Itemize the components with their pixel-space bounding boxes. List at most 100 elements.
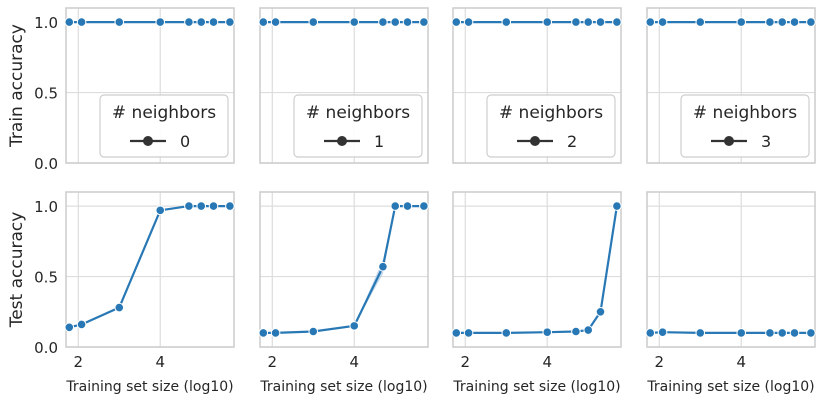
data-point xyxy=(583,17,594,27)
data-point xyxy=(208,201,219,211)
legend-title: # neighbors xyxy=(306,103,410,123)
series-line xyxy=(69,204,230,329)
data-point xyxy=(225,201,235,211)
panel-1-0: 0.0 0.5 1.0 2 4 Training set size (log10) xyxy=(34,191,235,395)
data-point xyxy=(349,321,360,331)
x-tick-label: 4 xyxy=(155,353,165,371)
data-point xyxy=(542,17,553,27)
data-point xyxy=(114,302,125,313)
data-point xyxy=(270,328,281,338)
data-point xyxy=(736,17,747,27)
confidence-band xyxy=(354,206,396,326)
data-point xyxy=(571,17,581,27)
y-tick-label: 0.5 xyxy=(34,85,58,103)
x-tick-label: 2 xyxy=(461,353,471,371)
panel-frame xyxy=(259,191,429,348)
panel-0-0: 0.0 0.5 1.0 # neighbors 0 xyxy=(34,7,235,173)
data-point xyxy=(258,328,269,338)
data-point xyxy=(76,17,87,27)
legend-title: # neighbors xyxy=(693,103,797,123)
panel-frame xyxy=(259,7,429,164)
legend-marker xyxy=(724,136,734,146)
x-tick-label: 2 xyxy=(655,353,665,371)
y-tick-label: 0.0 xyxy=(34,155,58,173)
y-tick-label: 0.0 xyxy=(34,339,58,357)
data-point xyxy=(595,306,606,317)
x-tick-label: 4 xyxy=(542,353,552,371)
data-point xyxy=(657,327,668,338)
data-point xyxy=(789,328,800,338)
data-point xyxy=(419,17,429,27)
x-axis-label: Training set size (log10) xyxy=(646,379,814,395)
legend-marker xyxy=(143,136,153,146)
data-point xyxy=(64,17,75,27)
data-point xyxy=(451,328,462,338)
data-point xyxy=(645,17,656,27)
data-point xyxy=(114,17,125,27)
panel-frame xyxy=(452,7,622,164)
x-tick-label: 4 xyxy=(349,353,359,371)
data-point xyxy=(308,17,319,27)
panel-frame xyxy=(452,191,622,348)
x-tick-label: 2 xyxy=(74,353,84,371)
data-point xyxy=(806,17,816,27)
legend-label: 3 xyxy=(761,132,771,151)
y-tick-label: 1.0 xyxy=(34,198,58,216)
data-point xyxy=(270,17,281,27)
panel-frame xyxy=(646,7,816,164)
x-axis-label: Training set size (log10) xyxy=(259,379,427,395)
y-axis-label: Train accuracy xyxy=(7,24,27,148)
data-point xyxy=(765,328,775,338)
panel-1-1: 2 4 Training set size (log10) xyxy=(258,191,429,395)
panel-frame xyxy=(646,191,816,348)
data-point xyxy=(64,322,75,333)
legend-marker xyxy=(337,136,347,146)
legend-label: 2 xyxy=(567,132,577,151)
data-point xyxy=(501,17,512,27)
data-point xyxy=(542,327,553,338)
data-point xyxy=(155,17,166,27)
data-point xyxy=(595,17,606,27)
data-point xyxy=(583,325,594,335)
series-line xyxy=(263,204,424,335)
data-point xyxy=(571,326,581,337)
legend: # neighbors 1 xyxy=(293,94,423,158)
data-point xyxy=(208,17,219,27)
y-tick-label: 0.5 xyxy=(34,269,58,287)
data-point xyxy=(777,328,788,338)
data-point xyxy=(451,17,462,27)
data-point xyxy=(463,17,474,27)
legend-title: # neighbors xyxy=(112,103,216,123)
data-point xyxy=(258,17,269,27)
data-point xyxy=(390,201,401,211)
data-point xyxy=(501,328,512,338)
data-point xyxy=(349,17,360,27)
data-point xyxy=(308,326,319,337)
data-point xyxy=(402,17,413,27)
data-point xyxy=(196,17,207,27)
panel-frame xyxy=(65,191,235,348)
y-tick-label: 1.0 xyxy=(34,14,58,32)
data-point xyxy=(196,201,207,211)
data-point xyxy=(695,17,706,27)
data-point xyxy=(184,17,194,27)
data-point xyxy=(225,17,235,27)
data-point xyxy=(419,201,429,211)
data-point xyxy=(645,328,656,338)
series-line xyxy=(456,205,618,335)
data-point xyxy=(378,17,388,27)
panel-0-1: # neighbors 1 xyxy=(258,7,429,164)
data-point xyxy=(765,17,775,27)
data-point xyxy=(777,17,788,27)
panel-1-3: 2 4 Training set size (log10) xyxy=(645,191,816,395)
panel-0-2: # neighbors 2 xyxy=(451,7,622,164)
x-tick-label: 4 xyxy=(736,353,746,371)
panel-1-2: 2 4 Training set size (log10) xyxy=(451,191,622,395)
legend-title: # neighbors xyxy=(499,103,603,123)
data-point xyxy=(657,17,668,27)
x-axis-label: Training set size (log10) xyxy=(65,379,233,395)
legend-marker xyxy=(530,136,540,146)
data-point xyxy=(736,328,747,338)
x-axis-label: Training set size (log10) xyxy=(452,379,620,395)
